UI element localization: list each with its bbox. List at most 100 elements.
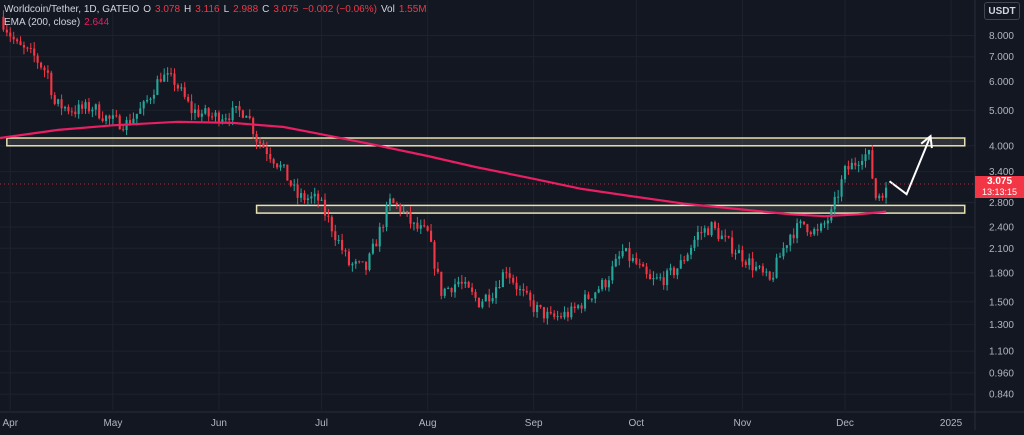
candle-up	[481, 301, 484, 308]
indicator-title[interactable]: EMA (200, close)	[4, 17, 81, 28]
candle-down	[19, 41, 22, 45]
candle-up	[611, 266, 614, 281]
candle-up	[63, 106, 67, 109]
x-tick-label: Apr	[2, 418, 18, 429]
candle-down	[635, 257, 638, 264]
candle-down	[197, 109, 200, 117]
candle-up	[614, 258, 617, 267]
candle-down	[508, 273, 511, 278]
candle-down	[5, 29, 8, 33]
candle-down	[426, 226, 429, 231]
candle-down	[341, 239, 344, 251]
candle-down	[43, 67, 46, 71]
x-tick-label: May	[103, 418, 122, 429]
candle-up	[864, 154, 867, 161]
candle-up	[142, 101, 145, 109]
candle-up	[837, 196, 840, 198]
candle-down	[9, 32, 12, 37]
candle-down	[881, 195, 884, 198]
candle-up	[703, 228, 706, 233]
candle-down	[248, 115, 251, 119]
candle-up	[693, 239, 696, 248]
candle-down	[392, 198, 395, 204]
candle-down	[587, 294, 590, 299]
candle-down	[187, 96, 190, 102]
candle-down	[717, 228, 720, 240]
candle-down	[87, 102, 91, 112]
candle-down	[580, 305, 583, 309]
y-tick-label: 1.300	[989, 320, 1014, 331]
candle-down	[70, 111, 73, 113]
ema-200-line	[0, 120, 887, 218]
candle-up	[843, 165, 847, 180]
candle-up	[754, 266, 758, 271]
candle-down	[16, 39, 19, 42]
currency-button[interactable]: USDT	[984, 2, 1020, 20]
candle-down	[344, 250, 347, 252]
candle-up	[826, 220, 829, 224]
candle-up	[354, 261, 357, 264]
candle-down	[792, 234, 795, 239]
candle-up	[104, 115, 108, 121]
candle-up	[447, 287, 450, 289]
candle-up	[556, 316, 559, 318]
candle-down	[375, 243, 378, 247]
candle-up	[385, 205, 388, 228]
candle-up	[156, 79, 159, 95]
candle-up	[214, 112, 217, 117]
last-price-badge: 3.075 13:13:15	[975, 176, 1024, 198]
candle-down	[672, 267, 676, 276]
candle-up	[577, 305, 580, 309]
x-tick-label: Oct	[629, 418, 645, 429]
candle-up	[710, 222, 713, 236]
candle-down	[276, 163, 279, 168]
candle-up	[686, 254, 689, 261]
price-axis-panel	[975, 0, 1024, 430]
candle-down	[477, 297, 481, 308]
candle-up	[351, 263, 354, 266]
candle-down	[207, 108, 210, 117]
candle-down	[53, 95, 56, 104]
volume-value: 1.55M	[398, 4, 427, 15]
symbol-title[interactable]: Worldcoin/Tether, 1D, GATEIO	[4, 4, 140, 15]
x-tick-label: Nov	[733, 418, 751, 429]
candle-up	[624, 248, 628, 251]
candle-up	[193, 109, 197, 113]
candle-down	[628, 248, 631, 261]
y-tick-label: 1.500	[989, 297, 1014, 308]
candle-down	[707, 228, 710, 236]
candle-up	[135, 113, 138, 119]
candle-up	[785, 245, 788, 249]
candle-up	[132, 118, 135, 125]
candle-up	[180, 87, 183, 89]
candle-up	[878, 195, 881, 199]
candle-down	[713, 222, 717, 229]
candle-up	[594, 292, 597, 299]
candle-down	[751, 258, 754, 271]
change-value: −0.002 (−0.06%)	[302, 4, 377, 15]
candle-up	[659, 277, 662, 279]
candle-down	[467, 281, 470, 288]
candle-up	[676, 268, 679, 276]
y-tick-label: 1.800	[989, 268, 1014, 279]
candle-up	[443, 288, 446, 296]
open-value: 3.078	[155, 4, 181, 15]
candle-down	[854, 162, 857, 166]
candle-up	[491, 298, 494, 302]
candle-down	[317, 193, 320, 201]
candle-up	[775, 257, 778, 278]
last-price-value: 3.075	[986, 176, 1013, 187]
candle-up	[84, 102, 87, 109]
candle-up	[402, 211, 405, 213]
candle-up	[501, 272, 504, 288]
candle-up	[737, 250, 741, 254]
y-tick-label: 6.000	[989, 77, 1014, 88]
candle-up	[77, 104, 80, 115]
candle-down	[731, 237, 734, 254]
candle-down	[645, 266, 648, 275]
candle-down	[176, 84, 179, 89]
candle-up	[765, 271, 768, 273]
candle-up	[601, 279, 604, 290]
